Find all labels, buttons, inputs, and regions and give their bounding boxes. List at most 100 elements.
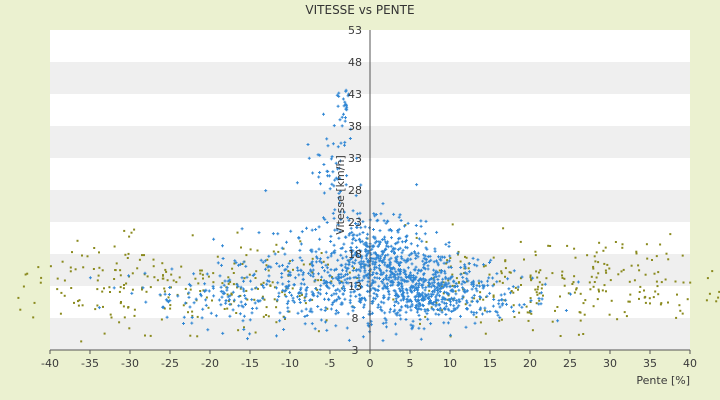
data-point <box>378 242 381 246</box>
data-point <box>364 298 368 302</box>
data-point <box>402 291 406 295</box>
data-point <box>491 284 495 288</box>
data-point <box>318 292 322 296</box>
data-point <box>297 273 301 277</box>
data-point <box>452 307 456 311</box>
data-point <box>37 266 40 269</box>
data-point <box>421 296 425 300</box>
data-point <box>652 296 655 299</box>
data-point <box>633 279 636 282</box>
data-point <box>266 265 270 269</box>
data-point <box>529 309 533 313</box>
data-point <box>445 283 449 287</box>
data-point <box>584 299 587 302</box>
data-point <box>61 260 64 263</box>
data-point <box>178 276 181 279</box>
data-point <box>333 249 337 253</box>
data-point <box>301 278 305 282</box>
data-point <box>409 271 412 275</box>
data-point <box>381 286 385 290</box>
data-point <box>304 307 308 311</box>
data-point <box>228 314 232 318</box>
data-point <box>317 225 321 229</box>
data-point <box>188 305 192 309</box>
data-point <box>444 281 448 285</box>
data-point <box>549 245 552 247</box>
data-point <box>248 332 252 336</box>
data-point <box>442 261 446 265</box>
data-point <box>282 328 286 331</box>
data-point <box>643 289 645 292</box>
data-point <box>356 277 359 280</box>
data-point <box>128 327 131 330</box>
data-point <box>348 277 352 281</box>
data-point <box>391 283 395 287</box>
data-point <box>440 269 443 272</box>
data-point <box>530 279 533 282</box>
data-point <box>162 274 164 277</box>
data-point <box>512 269 516 273</box>
data-point <box>448 285 452 289</box>
data-point <box>388 273 392 277</box>
data-point <box>298 256 302 260</box>
data-point <box>167 296 170 299</box>
data-point <box>337 166 341 170</box>
data-point <box>444 304 448 308</box>
data-point <box>372 296 376 300</box>
x-tick-label: -20 <box>201 357 219 370</box>
data-point <box>360 285 364 289</box>
data-point <box>374 257 378 261</box>
data-point <box>529 297 532 300</box>
data-point <box>331 284 335 288</box>
data-point <box>187 311 189 314</box>
data-point <box>460 297 464 301</box>
y-tick-label: 13 <box>348 280 362 293</box>
data-point <box>561 276 564 279</box>
data-point <box>325 137 329 141</box>
data-point <box>322 279 326 282</box>
data-point <box>644 301 647 304</box>
data-point <box>628 300 631 303</box>
y-tick-label: 23 <box>348 216 362 229</box>
data-point <box>256 249 259 252</box>
data-point <box>355 233 359 237</box>
data-point <box>395 313 399 317</box>
data-point <box>250 311 254 315</box>
data-point <box>689 281 692 284</box>
data-point <box>314 250 318 254</box>
data-point <box>500 270 503 273</box>
data-point <box>300 309 304 313</box>
data-point <box>363 266 367 270</box>
data-point <box>96 288 99 291</box>
data-point <box>346 266 350 270</box>
data-point <box>355 252 359 256</box>
data-point <box>603 284 606 287</box>
data-point <box>389 284 393 287</box>
data-point <box>657 271 660 274</box>
data-point <box>485 296 488 298</box>
data-point <box>295 181 299 185</box>
data-point <box>488 261 491 264</box>
data-point <box>222 283 226 287</box>
data-point <box>244 296 248 300</box>
data-point <box>374 213 378 216</box>
data-point <box>384 276 388 280</box>
data-point <box>404 272 408 276</box>
data-point <box>339 253 343 257</box>
data-point <box>257 287 259 290</box>
data-point <box>427 302 431 306</box>
data-point <box>120 301 122 303</box>
data-point <box>365 283 369 287</box>
data-point <box>512 291 515 294</box>
data-point <box>424 219 428 223</box>
data-point <box>327 263 329 266</box>
data-point <box>397 308 401 312</box>
data-point <box>391 249 395 253</box>
data-point <box>536 293 539 296</box>
data-point <box>342 112 345 116</box>
data-point <box>400 240 404 244</box>
data-point <box>365 252 369 256</box>
data-point <box>241 319 245 323</box>
data-point <box>479 321 482 324</box>
